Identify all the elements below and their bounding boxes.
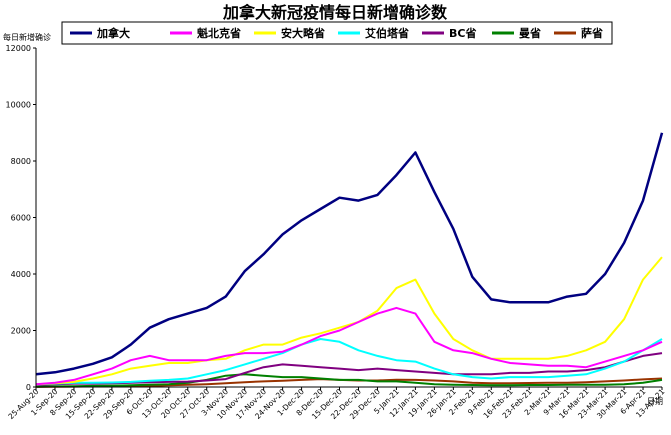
legend-label: 魁北克省 <box>197 26 241 40</box>
series-line <box>35 132 664 376</box>
legend-label: 艾伯塔省 <box>365 26 409 40</box>
legend-label: 曼省 <box>519 26 541 40</box>
y-axis-label: 每日新增确诊 <box>3 32 51 42</box>
series-line <box>35 306 663 386</box>
legend-box <box>61 21 613 45</box>
y-tick-label: 2000 <box>11 327 31 336</box>
y-tick-label: 8000 <box>11 157 31 166</box>
y-tick-label: 4000 <box>11 270 31 279</box>
legend-label: 安大略省 <box>281 26 325 40</box>
y-ticks: 0 2000 4000 6000 8000 10000 12000 <box>6 44 36 392</box>
series-line <box>35 352 663 386</box>
legend-label: BC省 <box>449 26 476 40</box>
y-tick-label: 0 <box>26 383 31 392</box>
series-line <box>35 373 663 388</box>
axes <box>35 48 662 388</box>
x-axis-label: 日期 <box>647 397 663 406</box>
series-line <box>35 256 663 386</box>
series-line <box>35 338 663 386</box>
legend-label: 加拿大 <box>96 26 130 40</box>
legend: 加拿大 魁北克省 安大略省 艾伯塔省 BC省 曼省 萨省 <box>61 21 613 45</box>
series-lines <box>35 132 664 388</box>
chart-title: 加拿大新冠疫情每日新增确诊数 <box>222 3 448 22</box>
legend-label: 萨省 <box>581 26 603 40</box>
y-tick-label: 10000 <box>6 101 31 110</box>
y-tick-label: 12000 <box>6 44 31 53</box>
y-tick-label: 6000 <box>11 214 31 223</box>
